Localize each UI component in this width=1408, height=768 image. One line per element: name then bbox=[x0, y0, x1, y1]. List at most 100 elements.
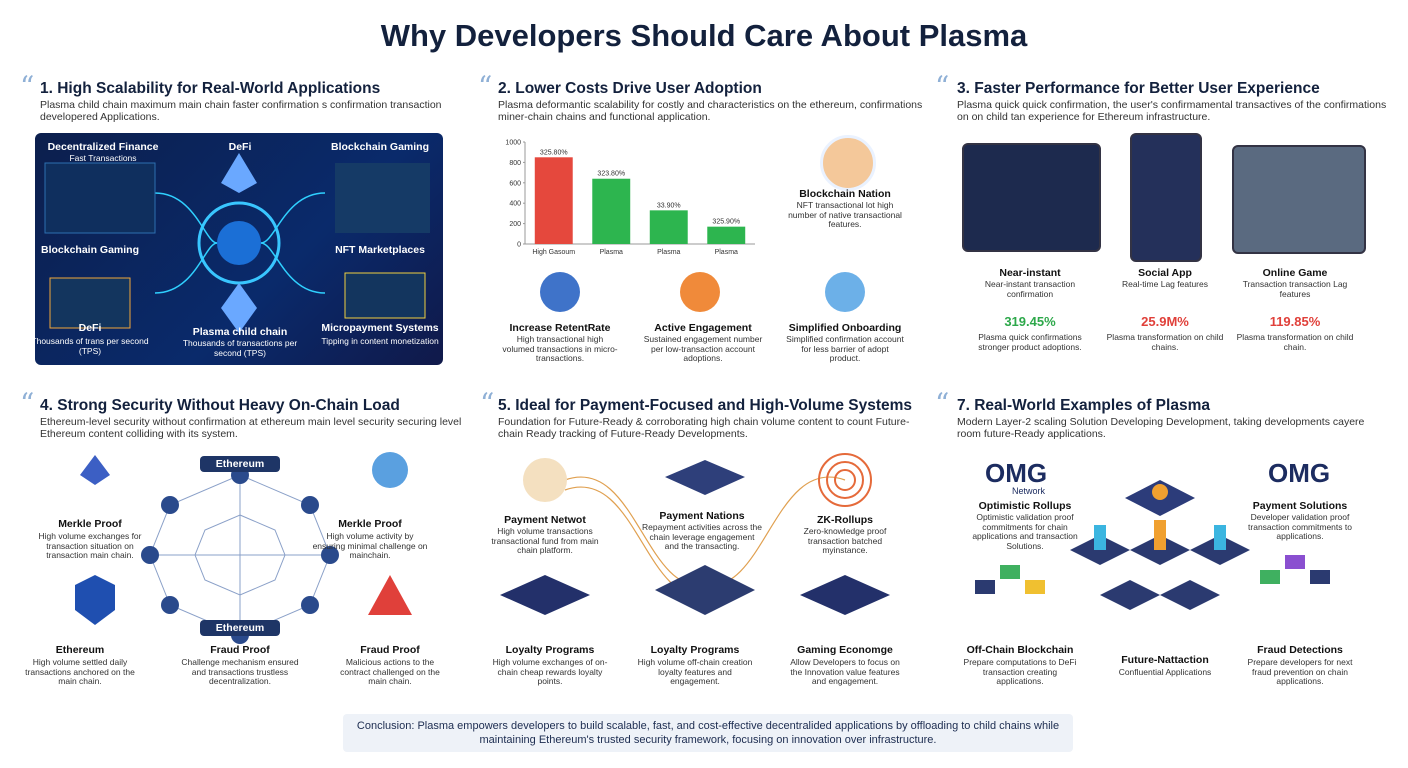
item-text: Malicious actions to the contract challe… bbox=[340, 657, 440, 686]
section-description: Ethereum-level security without confirma… bbox=[40, 416, 462, 440]
item-text: Fast Transactions bbox=[69, 153, 137, 163]
item-label: Near-instant bbox=[999, 267, 1061, 279]
section-title: 2. Lower Costs Drive User Adoption bbox=[498, 80, 762, 97]
person-icon bbox=[540, 272, 580, 312]
item-text: Real-time Lag features bbox=[1122, 279, 1208, 289]
item-text: Thousands of transactions per second (TP… bbox=[182, 338, 298, 358]
quote-mark: “ bbox=[935, 70, 950, 103]
dashboard-screen bbox=[962, 143, 1101, 252]
item-label: Ethereum bbox=[55, 644, 105, 656]
item-label: Merkle Proof bbox=[58, 518, 122, 530]
item-label: Off-Chain Blockchain bbox=[966, 644, 1074, 656]
item-text: High volume activity by ensuring minimal… bbox=[312, 531, 428, 560]
logo: OMG bbox=[985, 458, 1048, 488]
section-description: Plasma quick quick confirmation, the use… bbox=[957, 99, 1387, 123]
person-icon bbox=[680, 272, 720, 312]
section-title: 3. Faster Performance for Better User Ex… bbox=[957, 80, 1320, 97]
logo: OMG bbox=[1268, 458, 1331, 488]
item-note: Plasma transformation on child chains. bbox=[1106, 332, 1224, 352]
item-text: Zero-knowledge proof transaction batched… bbox=[803, 526, 887, 555]
bar-annotation: 33.90% bbox=[657, 202, 681, 209]
item-label: Merkle Proof bbox=[338, 518, 402, 530]
item-label: Ethereum bbox=[200, 620, 280, 636]
x-tick-label: High Gasoum bbox=[532, 249, 575, 256]
person-icon bbox=[825, 272, 865, 312]
item-label: DeFi bbox=[78, 322, 102, 334]
stat: 25.9M% bbox=[1141, 314, 1189, 329]
item-text: High volume off-chain creation loyalty f… bbox=[637, 657, 753, 686]
item-label: Fraud Proof bbox=[210, 644, 270, 656]
security-diagram bbox=[75, 452, 412, 644]
item-label: Micropayment Systems bbox=[321, 322, 439, 334]
bar bbox=[592, 178, 631, 244]
item-label: DeFi bbox=[228, 141, 252, 153]
item-text: High volume exchanges for transaction si… bbox=[38, 531, 142, 560]
item-text: NFT transactional lot high number of nat… bbox=[788, 200, 902, 229]
item-label: NFT Marketplaces bbox=[335, 244, 425, 256]
y-tick-label: 200 bbox=[509, 221, 521, 228]
stat: 119.85% bbox=[1269, 314, 1321, 329]
item-text: Repayment activities across the chain le… bbox=[642, 522, 762, 551]
y-tick-label: 1000 bbox=[505, 140, 521, 147]
logo-sub: Network bbox=[1012, 486, 1046, 496]
section-description: Plasma deformantic scalability for costl… bbox=[498, 99, 923, 123]
item-text: Tipping in content monetization bbox=[321, 336, 439, 346]
item-text: Near-instant transaction confirmation bbox=[984, 279, 1076, 299]
section-title: 7. Real-World Examples of Plasma bbox=[957, 397, 1210, 414]
x-tick-label: Plasma bbox=[600, 249, 623, 256]
bar-annotation: 325.80% bbox=[540, 149, 568, 156]
item-label: Online Game bbox=[1262, 267, 1328, 279]
item-text: Confluential Applications bbox=[1118, 667, 1212, 677]
bar bbox=[707, 226, 746, 244]
item-text: Thousands of trans per second (TPS) bbox=[31, 336, 149, 356]
item-label: Payment Solutions bbox=[1252, 500, 1348, 512]
item-label: Blockchain Gaming bbox=[330, 141, 430, 153]
item-label: Increase RetentRate bbox=[509, 322, 611, 334]
item-text: Simplified confirmation account for less… bbox=[786, 334, 904, 363]
item-label: Active Engagement bbox=[654, 322, 752, 334]
section-description: Foundation for Future-Ready & corroborat… bbox=[498, 416, 910, 440]
quote-mark: “ bbox=[478, 70, 493, 103]
item-text: Allow Developers to focus on the Innovat… bbox=[790, 657, 900, 686]
section-title: 1. High Scalability for Real-World Appli… bbox=[40, 80, 381, 97]
item-note: Plasma quick confirmations stronger prod… bbox=[978, 332, 1082, 352]
item-label: Future-Nattaction bbox=[1121, 654, 1209, 666]
y-tick-label: 400 bbox=[509, 201, 521, 208]
item-label: Plasma child chain bbox=[192, 326, 288, 338]
stat: 319.45% bbox=[1004, 314, 1056, 329]
network-art bbox=[44, 153, 430, 333]
item-text: Transaction transaction Lag features bbox=[1242, 279, 1348, 299]
y-tick-label: 0 bbox=[517, 242, 521, 249]
item-label: Social App bbox=[1138, 267, 1192, 279]
item-text: Prepare computations to DeFi transaction… bbox=[963, 657, 1077, 686]
quote-mark: “ bbox=[20, 387, 35, 420]
phone-screen bbox=[1130, 133, 1202, 262]
bar bbox=[649, 210, 688, 244]
item-label: Payment Netwot bbox=[504, 514, 586, 526]
item-label: Decentralized Finance bbox=[47, 141, 159, 153]
item-text: High transactional high volumed transact… bbox=[502, 334, 618, 363]
item-label: Ethereum bbox=[200, 456, 280, 472]
item-text: Optimistic validation proof commitments … bbox=[972, 512, 1078, 551]
item-text: High volume settled daily transactions a… bbox=[25, 657, 135, 686]
bar-annotation: 323.80% bbox=[597, 171, 625, 178]
quote-mark: “ bbox=[480, 387, 495, 420]
item-label: Gaming Economge bbox=[797, 644, 893, 656]
item-text: Prepare developers for next fraud preven… bbox=[1247, 657, 1353, 686]
item-text: High volume transactions transactional f… bbox=[491, 526, 599, 555]
bar-annotation: 325.90% bbox=[712, 219, 740, 226]
quote-mark: “ bbox=[20, 70, 35, 103]
person-icon bbox=[820, 135, 876, 191]
section-title: 5. Ideal for Payment-Focused and High-Vo… bbox=[498, 397, 913, 414]
illustration bbox=[35, 133, 443, 365]
x-tick-label: Plasma bbox=[715, 249, 738, 256]
item-label: Loyalty Programs bbox=[505, 644, 595, 656]
item-label: Loyalty Programs bbox=[650, 644, 740, 656]
page-title: Why Developers Should Care About Plasma bbox=[380, 18, 1028, 53]
payment-art bbox=[500, 453, 890, 615]
item-label: Payment Nations bbox=[659, 510, 745, 522]
section-description: Modern Layer-2 scaling Solution Developi… bbox=[957, 416, 1365, 440]
item-note: Plasma transformation on child chain. bbox=[1236, 332, 1354, 352]
item-label: Fraud Detections bbox=[1257, 644, 1343, 656]
